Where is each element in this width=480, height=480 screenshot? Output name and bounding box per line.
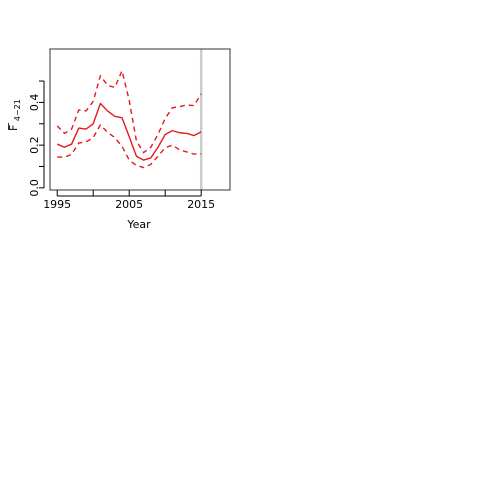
y-axis: 0.0 0.2 0.4 [28, 80, 45, 197]
plot-frame [49, 48, 231, 191]
y-axis-label: F 4−21 [7, 99, 22, 131]
series-line-lower-bound [57, 124, 202, 169]
x-axis: 1995 2005 2015 [43, 190, 215, 211]
x-tick-label: 2015 [187, 198, 215, 211]
y-axis-label-subscript: 4−21 [13, 99, 22, 121]
y-tick-label: 0.0 [28, 179, 41, 197]
plot-area [49, 48, 231, 191]
series-line-estimate [56, 102, 202, 161]
x-tick-label: 2005 [115, 198, 143, 211]
svg-text:F 4−21: F 4−21 [7, 99, 22, 131]
y-tick-label: 0.2 [28, 136, 41, 154]
y-axis-label-main: F [7, 125, 20, 131]
series-group [56, 70, 202, 169]
x-axis-label: Year [126, 218, 151, 231]
y-tick-label: 0.4 [28, 94, 41, 112]
series-line-upper-bound [56, 70, 202, 154]
x-tick-label: 1995 [43, 198, 71, 211]
